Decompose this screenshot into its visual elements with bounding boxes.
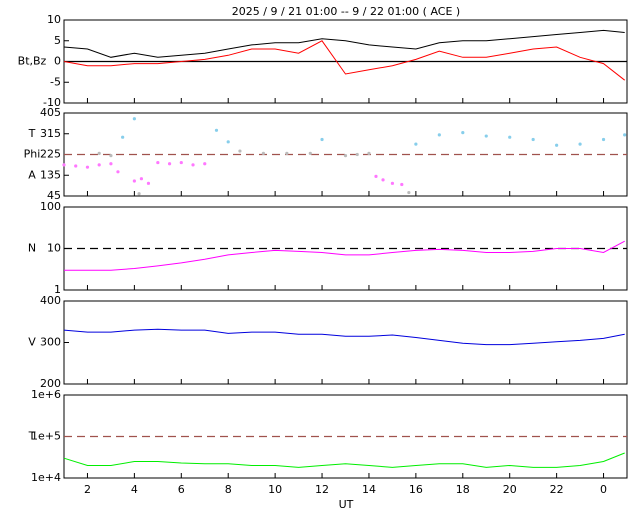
data-point bbox=[623, 133, 627, 137]
x-tick-label: 14 bbox=[362, 483, 376, 496]
data-point bbox=[156, 160, 160, 165]
data-point bbox=[74, 164, 78, 168]
y-tick-label: 135 bbox=[40, 168, 61, 181]
data-point bbox=[407, 190, 411, 195]
data-point bbox=[601, 137, 606, 142]
y-axis-label: T bbox=[28, 127, 36, 140]
y-tick-label: 10 bbox=[47, 13, 61, 26]
data-point bbox=[508, 135, 512, 139]
data-point bbox=[146, 181, 151, 185]
data-point bbox=[137, 192, 141, 196]
y-tick-label: 1e+4 bbox=[31, 471, 61, 484]
data-point bbox=[400, 182, 404, 187]
data-line bbox=[63, 29, 625, 58]
data-point bbox=[484, 134, 488, 138]
data-point bbox=[355, 152, 359, 157]
y-axis-label: A bbox=[28, 168, 36, 181]
y-axis-label: Bt,Bz bbox=[18, 55, 47, 68]
y-tick-label: 300 bbox=[40, 336, 61, 349]
data-point bbox=[531, 137, 535, 142]
data-point bbox=[343, 154, 348, 158]
data-point bbox=[97, 151, 101, 155]
data-point bbox=[261, 151, 265, 155]
data-point bbox=[381, 178, 385, 182]
y-tick-label: 405 bbox=[40, 106, 61, 119]
x-tick-label: 18 bbox=[456, 483, 470, 496]
data-point bbox=[109, 154, 113, 158]
x-tick-label: 12 bbox=[315, 483, 329, 496]
data-point bbox=[116, 170, 120, 174]
data-point bbox=[308, 151, 312, 155]
data-point bbox=[374, 174, 378, 179]
data-point bbox=[320, 137, 324, 142]
data-point bbox=[555, 143, 559, 147]
y-tick-label: 400 bbox=[40, 294, 61, 307]
data-point bbox=[139, 177, 144, 181]
data-point bbox=[167, 162, 172, 166]
data-point bbox=[121, 135, 125, 139]
data-point bbox=[437, 133, 441, 137]
y-tick-label: -5 bbox=[50, 75, 61, 88]
data-line bbox=[63, 40, 626, 81]
y-axis-label: Phi bbox=[24, 148, 41, 161]
y-axis-label: V bbox=[28, 336, 36, 349]
y-tick-label: 225 bbox=[40, 148, 61, 161]
data-point bbox=[578, 142, 582, 146]
y-tick-label: 45 bbox=[47, 189, 61, 202]
x-tick-label: 2 bbox=[84, 483, 91, 496]
x-tick-label: 22 bbox=[550, 483, 564, 496]
y-tick-label: 5 bbox=[54, 34, 61, 47]
data-line bbox=[64, 240, 625, 271]
y-axis-label: N bbox=[28, 242, 36, 255]
y-tick-label: 0 bbox=[54, 55, 61, 68]
x-tick-label: 4 bbox=[131, 483, 138, 496]
y-tick-label: 100 bbox=[40, 200, 61, 213]
data-point bbox=[97, 163, 101, 167]
data-line bbox=[63, 328, 625, 346]
data-point bbox=[109, 162, 113, 166]
data-point bbox=[191, 163, 195, 167]
x-tick-label: 16 bbox=[409, 483, 423, 496]
x-tick-label: 6 bbox=[178, 483, 185, 496]
y-tick-label: 200 bbox=[40, 377, 61, 390]
x-tick-label: 0 bbox=[600, 483, 607, 496]
y-axis-label: T bbox=[28, 430, 36, 443]
chart-title: 2025 / 9 / 21 01:00 -- 9 / 22 01:00 ( AC… bbox=[232, 5, 460, 18]
data-point bbox=[62, 163, 66, 167]
x-axis-label: UT bbox=[339, 498, 354, 511]
data-point bbox=[85, 165, 90, 169]
y-tick-label: 315 bbox=[40, 127, 61, 140]
y-tick-label: 1e+6 bbox=[31, 388, 61, 401]
data-point bbox=[214, 128, 219, 132]
data-point bbox=[285, 151, 289, 155]
x-tick-label: 10 bbox=[268, 483, 282, 496]
data-point bbox=[226, 140, 230, 144]
y-tick-label: 10 bbox=[47, 242, 61, 255]
x-tick-label: 20 bbox=[503, 483, 517, 496]
y-tick-label: 1e+5 bbox=[31, 430, 61, 443]
data-line bbox=[63, 452, 625, 468]
y-tick-label: 1 bbox=[54, 283, 61, 296]
x-tick-label: 8 bbox=[225, 483, 232, 496]
y-tick-label: -10 bbox=[43, 96, 61, 109]
data-point bbox=[238, 149, 242, 153]
data-point bbox=[414, 142, 418, 146]
data-point bbox=[132, 179, 136, 183]
data-point bbox=[132, 117, 136, 121]
data-point bbox=[179, 160, 183, 165]
data-point bbox=[203, 162, 207, 166]
data-point bbox=[390, 181, 395, 185]
data-point bbox=[461, 130, 465, 135]
data-point bbox=[367, 151, 371, 155]
